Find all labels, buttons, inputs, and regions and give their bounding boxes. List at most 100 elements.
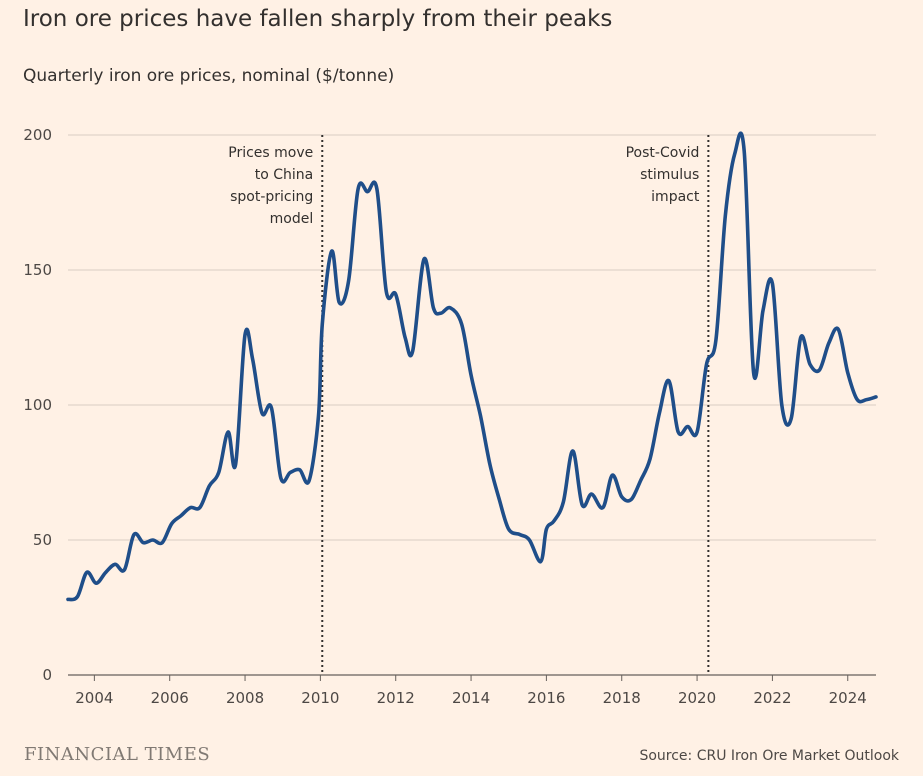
data-point-2014.25 [479,414,483,418]
data-point-2011.75 [384,290,388,294]
xtick-label: 2004 [75,689,113,707]
data-point-2010.5 [337,300,341,304]
ytick-label: 150 [23,261,52,279]
data-point-2003.3 [66,597,70,601]
data-point-2019.25 [667,379,671,383]
data-point-2007.75 [234,462,238,466]
data-point-2024.25 [855,398,859,402]
data-point-2009.95 [317,414,321,418]
data-point-2019.5 [676,430,680,434]
data-point-2010.05 [320,322,324,326]
data-point-2010.75 [347,279,351,283]
data-point-2019 [657,411,661,415]
gridlines [68,134,876,676]
data-point-2021.5 [752,371,756,375]
data-point-2021 [733,152,737,156]
xtick-label: 2014 [452,689,490,707]
annotation-label-1: model [270,211,314,227]
source-note: Source: CRU Iron Ore Market Outlook [639,748,899,764]
data-point-2020.75 [723,214,727,218]
data-point-2013.45 [448,306,452,310]
data-point-2014.5 [488,462,492,466]
data-point-2023.75 [836,327,840,331]
data-point-2012 [394,292,398,296]
data-point-2015.3 [518,533,522,537]
data-point-2005.8 [160,541,164,545]
data-point-2008 [243,333,247,337]
annotation-label-1: Prices move [228,145,313,161]
annotation-label-1: spot-pricing [230,189,313,205]
data-point-2007.55 [226,430,230,434]
data-point-2016.2 [552,519,556,523]
data-point-2008.95 [279,476,283,480]
data-point-2022.5 [789,417,793,421]
data-point-2011 [356,187,360,191]
data-point-2016.45 [561,500,565,504]
brand-logo: FINANCIAL TIMES [24,744,211,765]
data-point-2004.05 [94,581,98,585]
data-point-2012.45 [411,349,415,353]
data-point-2016.7 [571,449,575,453]
data-point-2008.2 [251,357,255,361]
xtick-label: 2016 [527,689,565,707]
data-point-2022.25 [780,403,784,407]
data-point-2018 [620,495,624,499]
data-point-2010.3 [330,249,334,253]
series-line-1 [66,131,878,602]
data-point-2006.55 [188,506,192,510]
data-point-2015.55 [527,538,531,542]
data-point-2003.55 [75,595,79,599]
annotation-label-2: Post-Covid [626,145,700,161]
data-point-2011.25 [366,190,370,194]
data-point-2004.55 [113,562,117,566]
data-point-2005.3 [141,541,145,545]
data-point-2007.05 [207,484,211,488]
data-point-2015 [507,527,511,531]
data-point-2009.2 [288,471,292,475]
data-point-2023.25 [818,368,822,372]
data-point-2024.75 [874,395,878,399]
y-axis: 0 50 100 150 200 [23,126,52,684]
data-point-2022 [770,282,774,286]
data-point-2016.95 [580,503,584,507]
ytick-label: 200 [23,126,52,144]
data-point-2021.25 [742,149,746,153]
data-point-2013.75 [460,322,464,326]
data-point-2012.75 [422,257,426,261]
data-point-2012.25 [403,336,407,340]
xtick-label: 2018 [603,689,641,707]
data-point-2014 [469,373,473,377]
data-point-2005.05 [132,533,136,537]
data-point-2004.8 [123,568,127,572]
data-point-2017.5 [601,506,605,510]
data-point-2008.7 [269,406,273,410]
data-point-2017.2 [590,492,594,496]
data-point-2006.05 [170,522,174,526]
data-point-2023.5 [827,341,831,345]
data-point-2020 [695,430,699,434]
data-point-2006.8 [198,506,202,510]
data-point-2023 [808,363,812,367]
data-point-2013.2 [439,311,443,315]
data-point-2017.75 [610,473,614,477]
data-point-2018.75 [648,457,652,461]
annotation-label-2: impact [651,189,700,205]
series-group [66,131,878,602]
data-point-2011.5 [375,187,379,191]
data-point-2024 [846,371,850,375]
data-point-2020.5 [714,338,718,342]
data-point-2020.25 [705,363,709,367]
ytick-label: 50 [33,531,52,549]
xtick-label: 2010 [301,689,339,707]
xtick-label: 2022 [753,689,791,707]
xtick-label: 2008 [226,689,264,707]
chart-subtitle: Quarterly iron ore prices, nominal ($/to… [23,66,395,86]
data-point-2024.5 [865,398,869,402]
data-point-2018.25 [629,498,633,502]
data-point-2016 [544,527,548,531]
x-axis: 2004 2006 2008 2010 2012 2014 2016 2018 2020 2022… [75,675,867,707]
data-point-2019.75 [686,425,690,429]
annotation-label-2: stimulus [640,167,699,183]
xtick-label: 2006 [151,689,189,707]
data-point-2022.75 [799,336,803,340]
